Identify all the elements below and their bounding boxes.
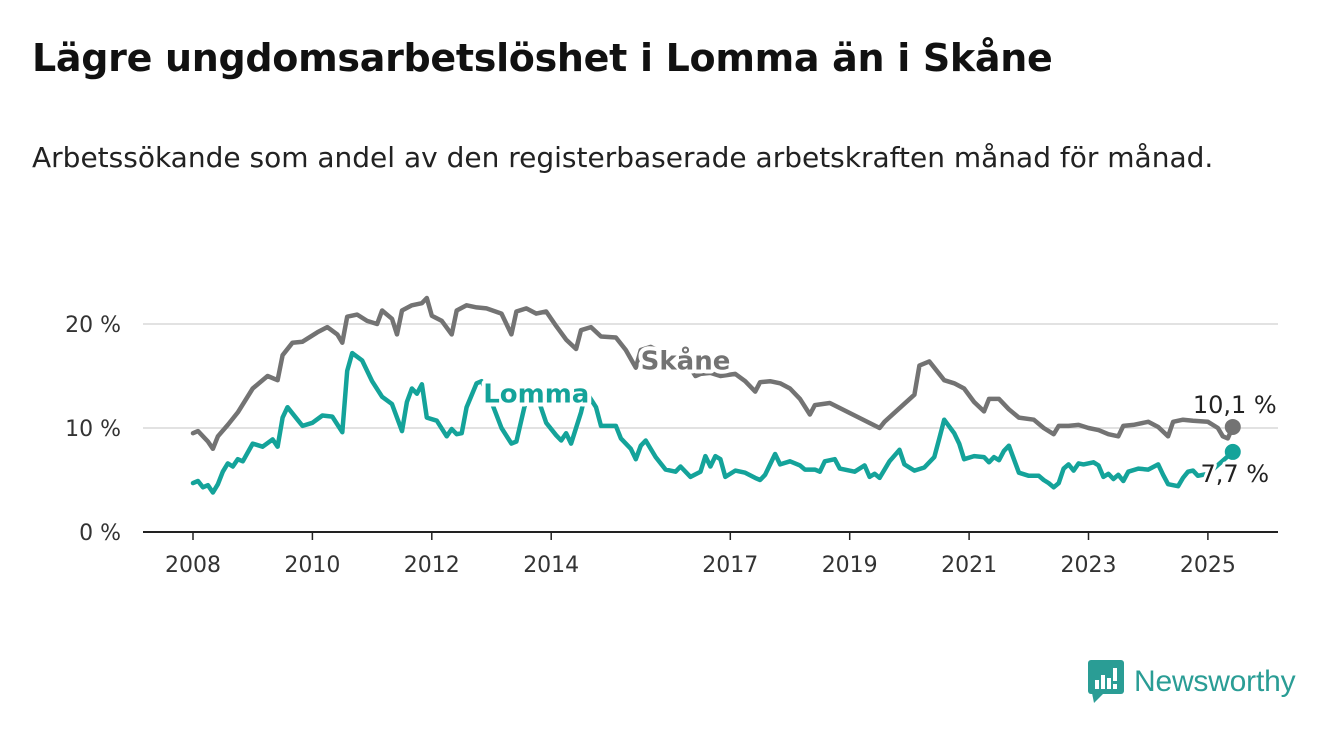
newsworthy-logo: Newsworthy [1088,660,1296,704]
y-tick-label: 20 % [65,313,121,338]
end-value-label-sk-ne: 10,1 % [1193,391,1277,419]
end-value-label-lomma: 7,7 % [1200,460,1269,488]
end-marker-lomma [1224,443,1241,460]
y-tick-label: 10 % [65,417,121,442]
series-layer [190,295,1236,495]
newsworthy-logo-icon [1088,660,1124,703]
end-marker-sk-ne [1224,418,1241,435]
x-tick-label: 2008 [165,553,221,578]
x-tick-label: 2019 [822,553,878,578]
series-line-lomma [190,350,1236,495]
series-label-lomma: Lomma [483,380,589,410]
x-tick-label: 2017 [702,553,758,578]
x-tick-label: 2014 [523,553,579,578]
axis-layer: 0 % 10 % 20 % 2008 2010 2012 2014 2017 2019 2021 2… [65,313,1278,578]
chart-subtitle: Arbetssökande som andel av den registerb… [32,141,1214,174]
y-tick-label: 0 % [79,521,121,546]
x-tick-label: 2021 [941,553,997,578]
x-tick-label: 2010 [284,553,340,578]
series-label-sk-ne: Skåne [641,344,731,376]
series-line-sk-ne [190,295,1236,452]
x-tick-label: 2025 [1180,553,1236,578]
x-tick-label: 2023 [1061,553,1117,578]
brand-name: Newsworthy [1134,665,1296,698]
x-tick-label: 2012 [404,553,460,578]
line-chart: 0 % 10 % 20 % 2008 2010 2012 2014 2017 2019 2021 2… [65,295,1280,578]
label-layer: Skåne 10,1 % Lomma 7,7 % [479,340,1280,491]
page-title: Lägre ungdomsarbetslöshet i Lomma än i S… [32,36,1053,80]
